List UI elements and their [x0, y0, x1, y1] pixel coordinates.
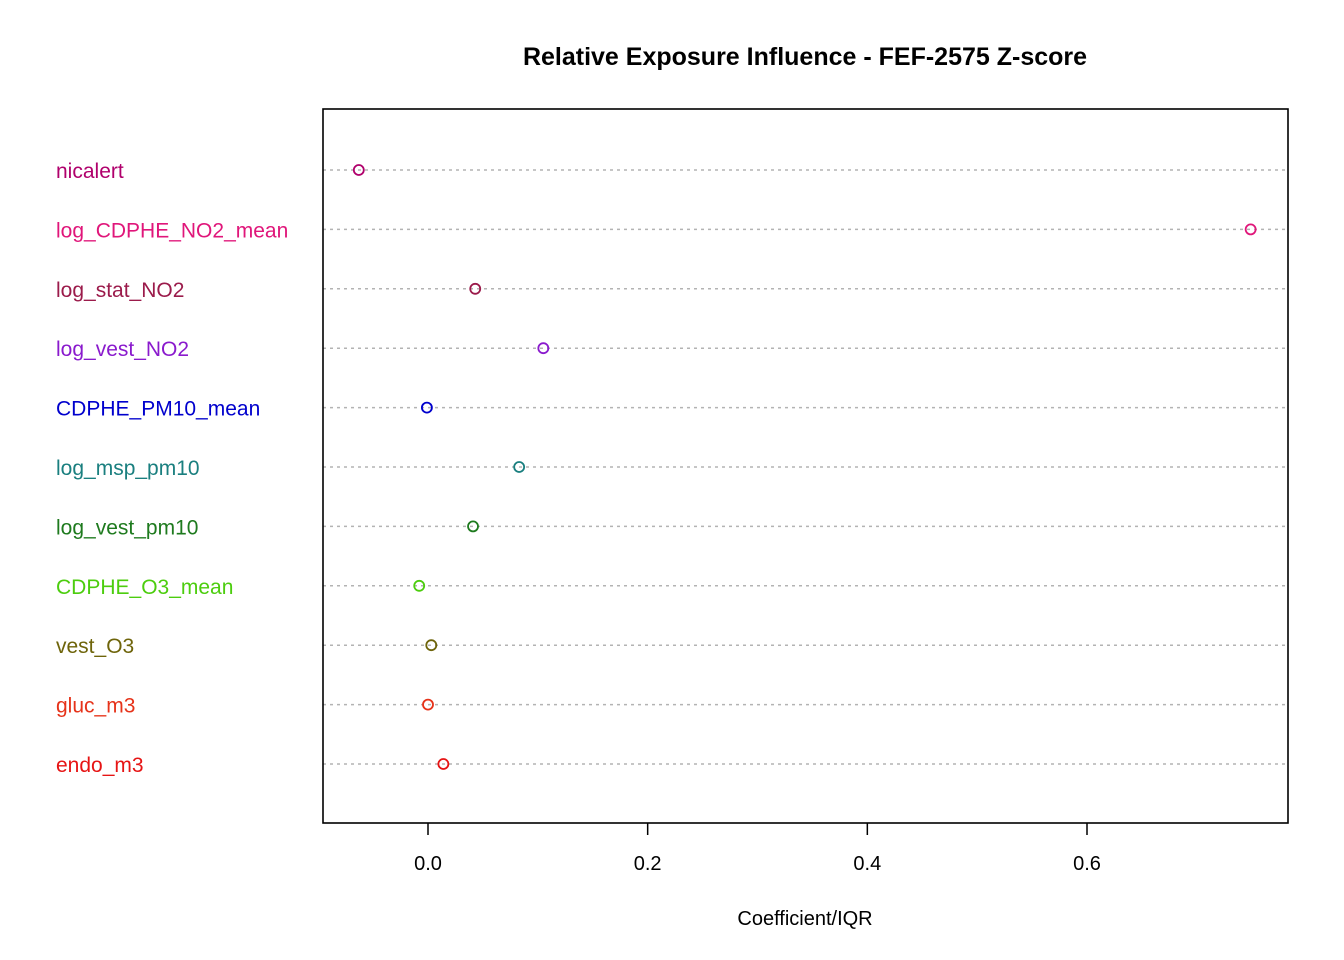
- data-point: [537, 342, 550, 355]
- data-point: [467, 520, 479, 533]
- data-point: [352, 164, 365, 176]
- category-labels: nicalert log_CDPHE_NO2_mean log_stat_NO2lo…: [56, 160, 288, 777]
- data-point: [421, 401, 433, 414]
- x-axis: 0.0 0.2 0.4 0.6: [414, 823, 1101, 875]
- x-tick-label: 0.0: [414, 853, 442, 875]
- data-point: [422, 698, 434, 711]
- data-point: [513, 461, 526, 473]
- data-point: [413, 579, 426, 592]
- category-label: vest_O3: [56, 635, 134, 658]
- data-point: [1244, 223, 1257, 236]
- data-point: [469, 282, 482, 295]
- x-tick-label: 0.6: [1073, 853, 1101, 875]
- category-label: log_msp_pm10: [56, 457, 200, 480]
- data-point: [437, 758, 450, 770]
- data-point: [425, 639, 438, 652]
- category-label: log_stat_NO2: [56, 279, 184, 302]
- category-label: CDPHE_PM10_mean: [56, 398, 260, 421]
- data-points: [352, 164, 1257, 770]
- chart-title: Relative Exposure Influence - FEF-2575 Z…: [523, 43, 1087, 71]
- x-tick-label: 0.2: [634, 853, 662, 875]
- category-label: endo_m3: [56, 754, 144, 777]
- plot-area-frame: [322, 108, 1289, 824]
- category-label: log_vest_NO2: [56, 338, 189, 361]
- category-label: log_CDPHE_NO2_mean: [56, 219, 288, 242]
- category-label: log_vest_pm10: [56, 516, 198, 539]
- x-axis-label: Coefficient/IQR: [737, 908, 872, 930]
- grid-lines: [323, 169, 1288, 765]
- category-label: CDPHE_O3_mean: [56, 576, 233, 599]
- category-label: nicalert: [56, 160, 124, 183]
- x-tick-label: 0.4: [853, 853, 881, 875]
- category-label: gluc_m3: [56, 695, 135, 718]
